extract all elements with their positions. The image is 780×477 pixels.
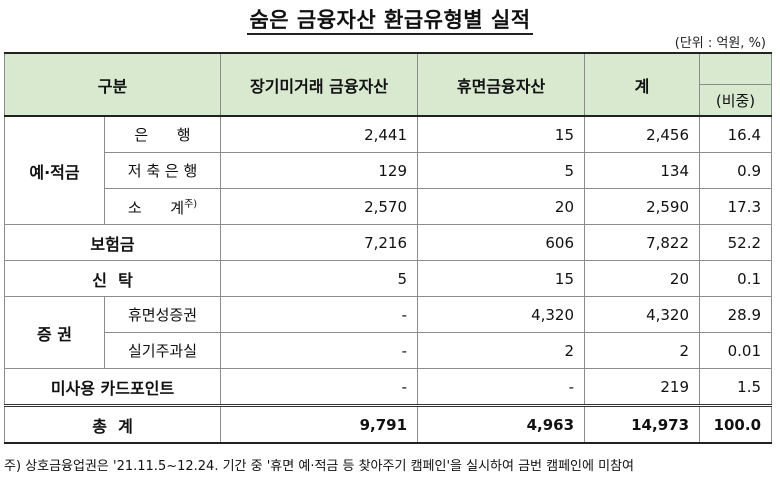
footnote: 주) 상호금융업권은 '21.11.5~12.24. 기간 중 '휴면 예·적금… [4,459,634,474]
row-label: 저 축 은 행 [103,152,222,189]
header-ratio: (비중) [699,84,773,117]
cell-value: 0.01 [699,332,773,369]
table-row-total: 총 계 9,791 4,963 14,973 100.0 [3,405,773,444]
cell-value: 219 [584,368,701,407]
cell-value: 16.4 [699,115,773,153]
table-row: 보험금 7,216 606 7,822 52.2 [3,224,773,261]
table-row: 증 권 휴면성증권 - 4,320 4,320 28.9 [4,296,773,369]
results-table: 구분 장기미거래 금융자산 휴면금융자산 계 (비중) 예·적금 은 행 2,4… [3,52,773,444]
group-deposit: 예·적금 [4,115,105,225]
cell-value: 7,216 [220,224,419,261]
cell-value: 52.2 [699,224,773,261]
row-label: 총 계 [3,405,222,444]
unit-note: (단위 : 억원, %) [674,36,766,51]
cell-value: 2,441 [220,115,419,153]
header-dormant: 휴면금융자산 [417,52,586,117]
cell-value: 20 [417,188,586,225]
cell-value: 17.3 [699,188,773,225]
cell-value: 15 [417,115,586,153]
table-row: 저 축 은 행 129 5 134 0.9 [5,152,773,189]
row-label: 신 탁 [3,260,222,297]
cell-value: - [417,368,586,407]
group-securities: 증 권 [4,296,105,369]
row-label: 은 행 [103,115,222,153]
cell-value: 2 [584,332,701,369]
cell-value: 2 [417,332,586,369]
row-label: 미사용 카드포인트 [3,368,222,407]
header-category: 구분 [3,52,222,117]
cell-value: 5 [220,260,419,297]
cell-value: 15 [417,260,586,297]
cell-value: 7,822 [584,224,701,261]
cell-value: 4,320 [417,296,586,333]
cell-value: 0.9 [699,152,773,189]
cell-value: 4,963 [417,405,586,444]
row-label: 실기주과실 [103,332,222,369]
cell-value: 100.0 [699,405,773,444]
cell-value: 2,456 [584,115,701,153]
cell-value: - [220,296,419,333]
footnote-mark: 주) [184,199,198,210]
table-row: 소 계주) 2,570 20 2,590 17.3 [5,188,773,225]
cell-value: - [220,368,419,407]
row-label: 소 계주) [103,188,222,225]
header-total: 계 [584,52,701,117]
cell-value: 606 [417,224,586,261]
row-label: 휴면성증권 [103,296,222,333]
header-long-term: 장기미거래 금융자산 [220,52,419,117]
cell-value: 20 [584,260,701,297]
table-row: 예·적금 은 행 2,441 15 2,456 16.4 [4,115,773,225]
cell-value: 4,320 [584,296,701,333]
cell-value: 5 [417,152,586,189]
table-row: 미사용 카드포인트 - - 219 1.5 [3,368,773,407]
cell-value: 14,973 [584,405,701,444]
cell-value: 28.9 [699,296,773,333]
row-label: 보험금 [3,224,222,261]
table-row: 신 탁 5 15 20 0.1 [3,260,773,297]
cell-value: 129 [220,152,419,189]
cell-value: 1.5 [699,368,773,407]
cell-value: 0.1 [699,260,773,297]
cell-value: 9,791 [220,405,419,444]
cell-value: 2,570 [220,188,419,225]
page-title: 숨은 금융자산 환급유형별 실적 [0,4,780,35]
table-row: 실기주과실 - 2 2 0.01 [5,332,773,369]
cell-value: 2,590 [584,188,701,225]
cell-value: 134 [584,152,701,189]
subtotal-label: 소 계 [127,199,185,217]
cell-value: - [220,332,419,369]
